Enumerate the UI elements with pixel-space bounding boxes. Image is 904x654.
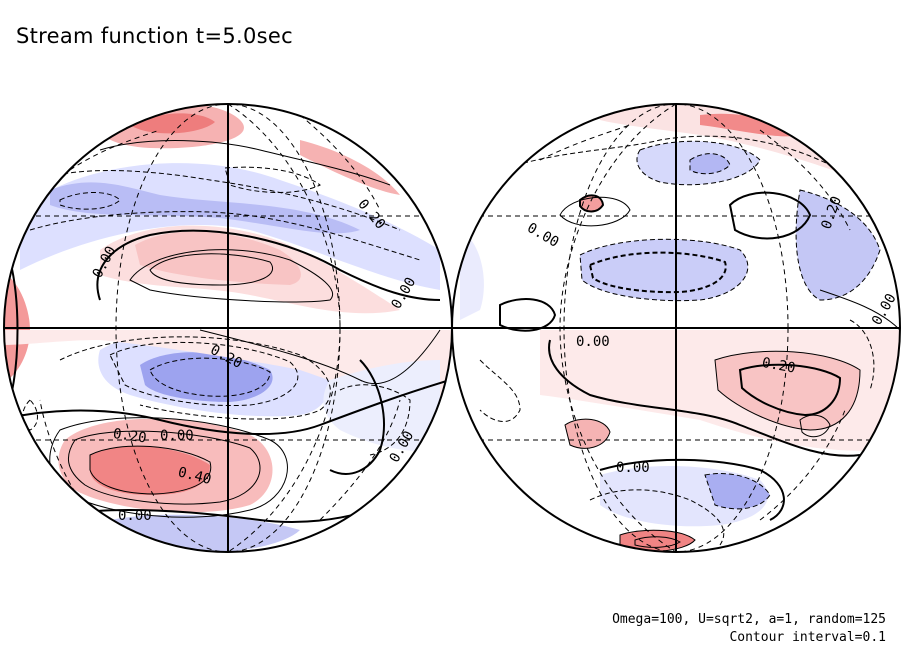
right-hemisphere [452,104,900,552]
shade-r-neg-core [690,153,730,174]
shade-neg-core [50,182,360,234]
shade-r-pos-top-core [700,113,800,137]
contour-label: 0.40 [176,464,213,488]
shade-r-pos-small [565,419,610,449]
shade-r-neg-right [796,190,880,300]
left-shading [4,104,452,552]
shade-r-neg-left [460,230,484,320]
contour-label: 0.00 [118,508,152,524]
left-contours [4,140,451,523]
contour-label: 0.00 [576,334,610,350]
contour-label: 0.20 [761,355,797,377]
shade-r-white-hole [500,299,555,331]
contour-label: 0.20 [112,426,148,447]
shade-pos-mid-core [135,231,301,285]
contour-label: 0.00 [524,220,561,251]
contour-interval-note: Contour interval=0.1 [729,630,886,645]
shade-pos-low-core [90,446,210,495]
shade-r-neg-low-core [705,473,770,509]
shade-pos-topright [300,140,400,195]
left-contour-labels: 0.00 0.20 0.00 0.20 0.20 0.00 0.00 0.40 … [90,196,420,524]
parameters-note: Omega=100, U=sqrt2, a=1, random=125 [612,612,886,627]
chart-title: Stream function t=5.0sec [16,24,293,48]
shade-pos-low-bg [4,330,452,420]
shade-r-neg-mid [580,239,748,301]
right-contours [479,135,900,552]
shade-neg-mid-core [140,352,273,402]
contour-label: 0.00 [616,460,650,476]
shade-r-pos-dot [580,195,603,212]
contour-label: 0.00 [869,291,900,328]
contour-label: 0.00 [160,428,194,444]
left-hemisphere [4,104,452,552]
right-hemisphere-border [451,103,901,553]
